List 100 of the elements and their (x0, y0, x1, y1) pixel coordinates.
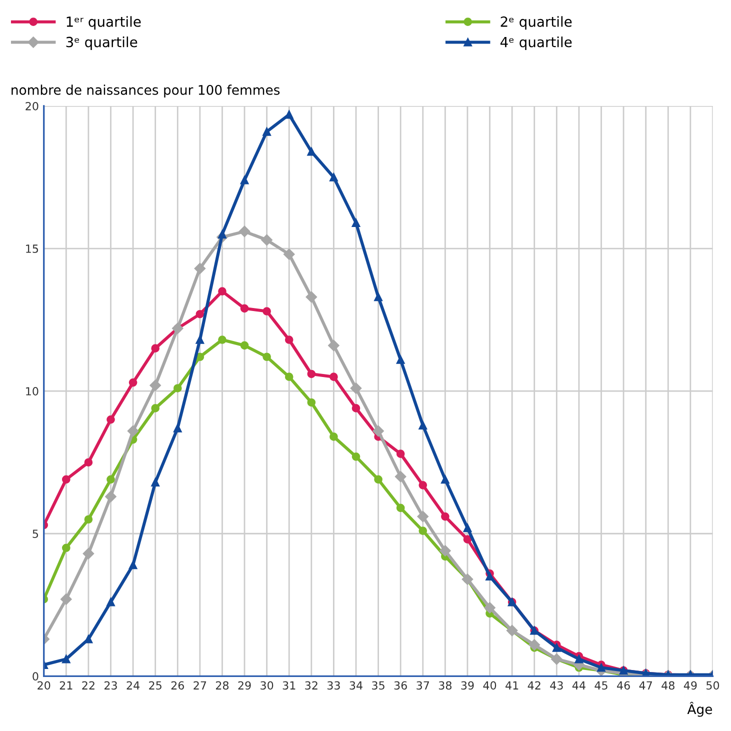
x-tick-label: 46 (617, 681, 630, 690)
y-axis-title: nombre de naissances pour 100 femmes (12, 84, 280, 98)
x-tick-label: 25 (149, 681, 162, 690)
x-tick-label: 31 (282, 681, 296, 690)
point (150, 380, 161, 391)
x-tick-label: 42 (528, 681, 540, 690)
point (440, 545, 451, 556)
point (196, 310, 204, 318)
point (62, 654, 70, 664)
point (396, 504, 405, 512)
x-axis-title: Âge (687, 702, 712, 717)
x-tick-label: 38 (438, 681, 452, 690)
point (262, 127, 271, 136)
point (352, 404, 360, 412)
point (552, 644, 561, 652)
point (261, 234, 272, 246)
point (394, 471, 406, 482)
x-tick-label: 43 (550, 681, 563, 690)
point (127, 425, 139, 437)
point (240, 176, 249, 184)
point (173, 384, 182, 392)
y-tick-label: 0 (32, 672, 38, 681)
point (463, 535, 472, 544)
point (240, 304, 249, 313)
point (151, 478, 160, 486)
x-tick-label: 36 (394, 681, 407, 690)
x-tick-label: 21 (60, 681, 72, 690)
x-tick-label: 26 (171, 681, 184, 690)
point (82, 548, 94, 560)
y-tick-label: 20 (26, 102, 38, 110)
legend-label: 4ᵉ quartile (500, 36, 572, 50)
point (151, 404, 160, 412)
x-tick-label: 22 (82, 681, 94, 690)
point (307, 370, 316, 378)
point (240, 341, 249, 350)
x-tick-label: 50 (706, 681, 720, 690)
point (106, 415, 115, 424)
point (196, 336, 204, 344)
point (306, 291, 318, 303)
x-tick-label: 37 (416, 681, 430, 690)
point (330, 432, 338, 441)
legend-label: 3ᵉ quartile (66, 36, 138, 50)
x-tick-label: 48 (662, 681, 674, 690)
x-tick-label: 29 (238, 681, 251, 690)
point (463, 524, 472, 532)
point (284, 248, 295, 260)
point (307, 147, 316, 156)
point (218, 287, 226, 296)
point (374, 475, 382, 484)
x-tick-label: 35 (372, 681, 384, 690)
point (307, 398, 316, 407)
point (60, 594, 72, 605)
legend-label: 2ᵉ quartile (500, 16, 572, 30)
point (218, 336, 226, 344)
x-tick-label: 23 (104, 681, 117, 690)
x-tick-label: 32 (305, 681, 318, 690)
point (597, 663, 606, 672)
point (84, 458, 93, 467)
x-tick-label: 41 (506, 681, 518, 690)
x-tick-label: 34 (350, 681, 362, 690)
point (284, 372, 294, 381)
point (441, 475, 450, 484)
point (238, 226, 250, 238)
point (330, 173, 338, 182)
point (105, 490, 116, 502)
point (418, 421, 428, 430)
point (396, 450, 405, 458)
x-tick-label: 45 (594, 681, 608, 690)
point (106, 475, 115, 484)
point (128, 560, 138, 570)
point (417, 510, 428, 522)
point (418, 526, 428, 535)
point (106, 598, 115, 606)
point (328, 340, 340, 352)
point (173, 424, 182, 432)
point (151, 344, 160, 352)
point (350, 382, 362, 394)
x-tick-label: 39 (461, 681, 474, 690)
y-tick-label: 5 (32, 530, 38, 538)
x-tick-label: 28 (216, 681, 229, 690)
point (262, 307, 271, 316)
point (352, 452, 360, 461)
point (84, 515, 93, 524)
point (486, 572, 494, 581)
point (128, 378, 138, 387)
point (396, 356, 405, 364)
point (330, 372, 338, 381)
x-tick-label: 30 (260, 681, 274, 690)
x-tick-label: 47 (639, 681, 652, 690)
point (528, 639, 540, 650)
point (418, 481, 428, 490)
point (352, 218, 360, 228)
point (374, 292, 382, 302)
x-tick-label: 44 (572, 681, 586, 690)
x-tick-label: 49 (684, 681, 697, 690)
point (62, 544, 70, 552)
point (194, 262, 206, 274)
x-tick-label: 27 (194, 681, 206, 690)
point (284, 110, 294, 119)
point (441, 512, 450, 521)
